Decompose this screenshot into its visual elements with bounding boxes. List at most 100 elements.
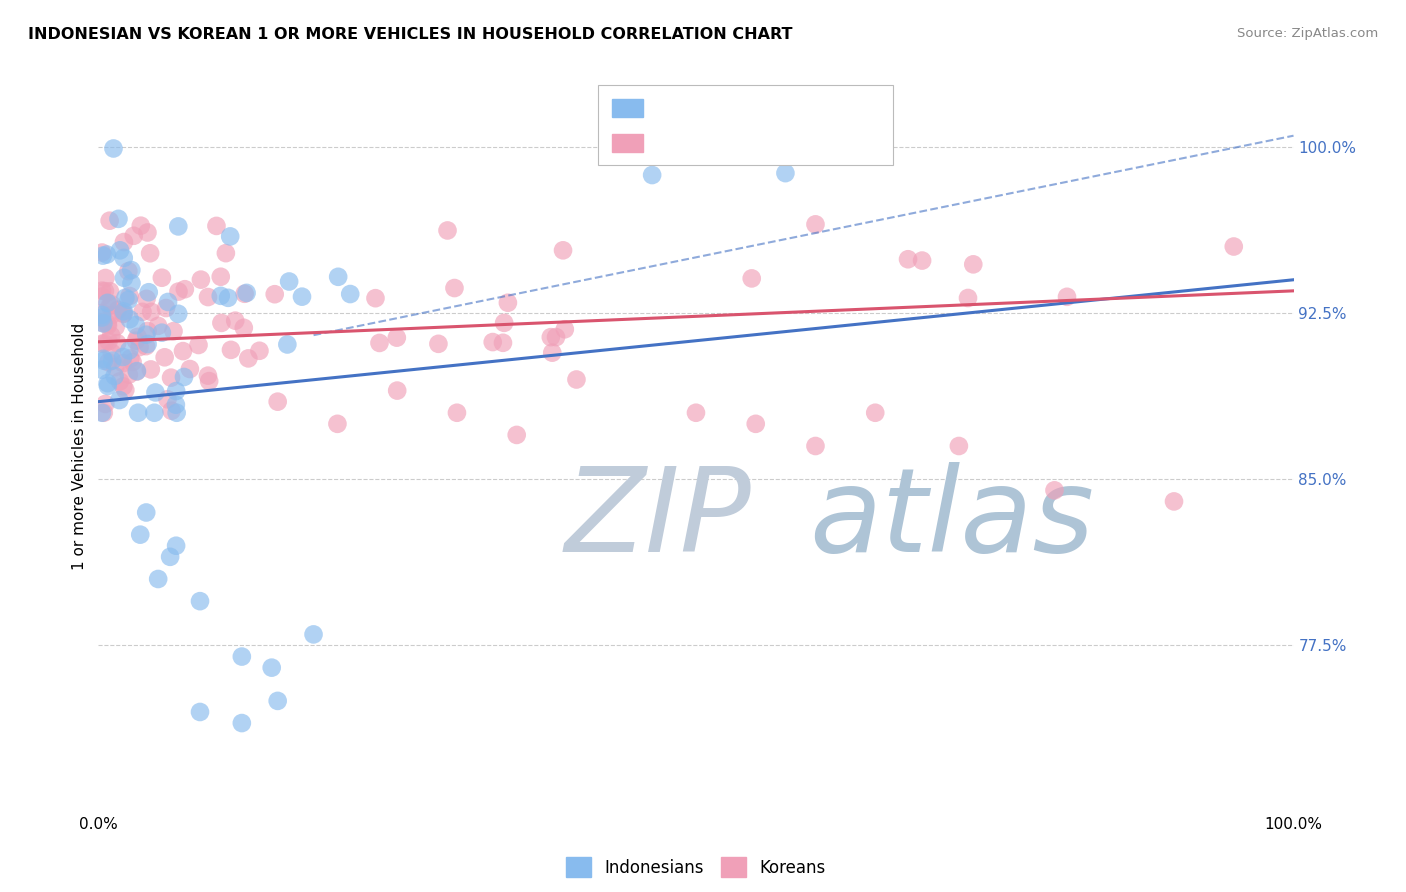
Point — [91, 289, 114, 303]
Point — [91, 336, 114, 351]
Point — [165, 398, 187, 412]
Point — [165, 384, 187, 398]
Point — [157, 295, 180, 310]
Point — [187, 338, 209, 352]
Point — [209, 289, 232, 303]
Point — [231, 716, 253, 731]
Point — [741, 271, 763, 285]
Point — [136, 337, 159, 351]
Point — [112, 379, 135, 393]
Point — [107, 302, 129, 317]
Point — [156, 392, 179, 407]
Point — [235, 285, 257, 300]
Point — [160, 403, 183, 417]
Point — [385, 331, 408, 345]
Point — [146, 318, 169, 333]
Point — [104, 360, 127, 375]
Point — [496, 295, 519, 310]
Point — [276, 337, 298, 351]
Point — [368, 335, 391, 350]
Text: INDONESIAN VS KOREAN 1 OR MORE VEHICLES IN HOUSEHOLD CORRELATION CHART: INDONESIAN VS KOREAN 1 OR MORE VEHICLES … — [28, 27, 793, 42]
Point — [219, 229, 242, 244]
Point — [443, 281, 465, 295]
Point — [962, 257, 984, 271]
Point — [118, 312, 141, 326]
Point — [143, 406, 166, 420]
Point — [554, 322, 576, 336]
Point — [114, 383, 136, 397]
Point — [278, 275, 301, 289]
Point — [121, 355, 143, 369]
Point — [108, 375, 131, 389]
Point — [263, 287, 285, 301]
Point — [101, 353, 124, 368]
Point — [267, 394, 290, 409]
Point — [97, 317, 120, 331]
Point — [956, 291, 979, 305]
Point — [260, 660, 283, 674]
Point — [107, 211, 129, 226]
Point — [93, 336, 115, 351]
Point — [162, 324, 184, 338]
Point — [129, 219, 152, 233]
Point — [97, 334, 120, 349]
Text: atlas: atlas — [810, 462, 1094, 576]
Point — [112, 306, 135, 320]
Point — [93, 406, 115, 420]
Point — [112, 304, 135, 318]
Point — [103, 141, 125, 155]
Point — [205, 219, 228, 233]
Point — [897, 252, 920, 267]
Point — [100, 308, 122, 322]
Point — [125, 365, 148, 379]
Point — [1163, 494, 1185, 508]
Point — [165, 539, 187, 553]
Point — [136, 324, 159, 338]
Point — [131, 305, 153, 319]
Point — [209, 269, 232, 284]
Point — [100, 328, 122, 343]
Point — [108, 393, 131, 408]
Point — [641, 168, 664, 182]
Point — [127, 406, 149, 420]
Point — [1043, 483, 1066, 498]
Point — [139, 246, 162, 260]
Point — [112, 235, 135, 249]
Point — [540, 330, 562, 344]
Point — [120, 263, 142, 277]
Point — [135, 339, 157, 353]
Point — [91, 245, 114, 260]
Point — [339, 287, 361, 301]
Point — [135, 327, 157, 342]
Point — [188, 705, 211, 719]
Point — [173, 370, 195, 384]
Point — [188, 594, 211, 608]
Point — [96, 247, 118, 261]
Point — [97, 318, 120, 333]
Point — [125, 318, 148, 333]
Point — [91, 316, 114, 330]
Point — [129, 527, 152, 541]
Point — [173, 282, 195, 296]
Point — [544, 330, 567, 344]
Point — [224, 313, 246, 327]
Point — [155, 301, 177, 315]
Point — [865, 406, 887, 420]
Point — [446, 406, 468, 420]
Y-axis label: 1 or more Vehicles in Household: 1 or more Vehicles in Household — [72, 322, 87, 570]
Point — [238, 351, 260, 366]
Point — [775, 166, 797, 180]
Legend: Indonesians, Koreans: Indonesians, Koreans — [560, 850, 832, 884]
Point — [91, 310, 114, 325]
Point — [150, 326, 173, 340]
Point — [93, 317, 115, 331]
Point — [249, 343, 271, 358]
Point — [91, 406, 114, 420]
Point — [302, 627, 325, 641]
Point — [139, 305, 162, 319]
Point — [215, 246, 238, 260]
Text: R = 0.224   N = 116: R = 0.224 N = 116 — [651, 134, 832, 152]
Point — [190, 272, 212, 286]
Point — [291, 290, 314, 304]
Point — [541, 345, 564, 359]
